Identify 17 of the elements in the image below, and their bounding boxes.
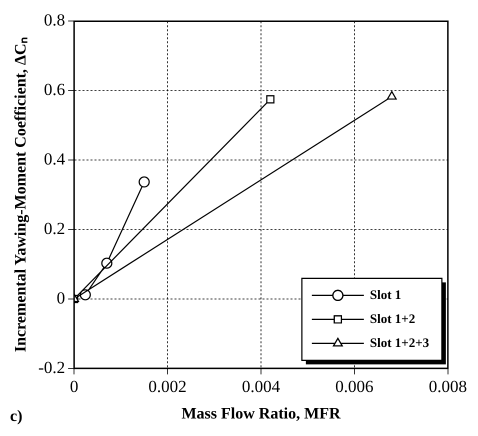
y-tick-label: 0.6 (44, 80, 66, 100)
y-tick-label: 0.8 (44, 10, 66, 30)
legend-label: Slot 1+2+3 (370, 334, 430, 350)
x-tick-label: 0.004 (242, 377, 281, 396)
x-tick-label: 0.006 (335, 377, 374, 396)
x-tick-label: 0.008 (428, 377, 467, 396)
x-axis-title: Mass Flow Ratio, MFR (181, 406, 341, 423)
y-tick-label: 0 (56, 288, 66, 308)
y-tick-label: -0.2 (38, 358, 66, 377)
legend-label: Slot 1 (370, 286, 402, 302)
y-tick-label: 0.4 (44, 150, 66, 169)
text: c) (10, 408, 22, 426)
y-axis-title: Incremental Yawing-Moment Coefficient, ΔCₙ (12, 37, 30, 352)
y-tick-label: 0.2 (44, 218, 66, 238)
x-tick-label: 0 (70, 377, 78, 396)
x-tick-label: 0.002 (148, 377, 187, 396)
legend-label: Slot 1+2 (370, 310, 416, 326)
